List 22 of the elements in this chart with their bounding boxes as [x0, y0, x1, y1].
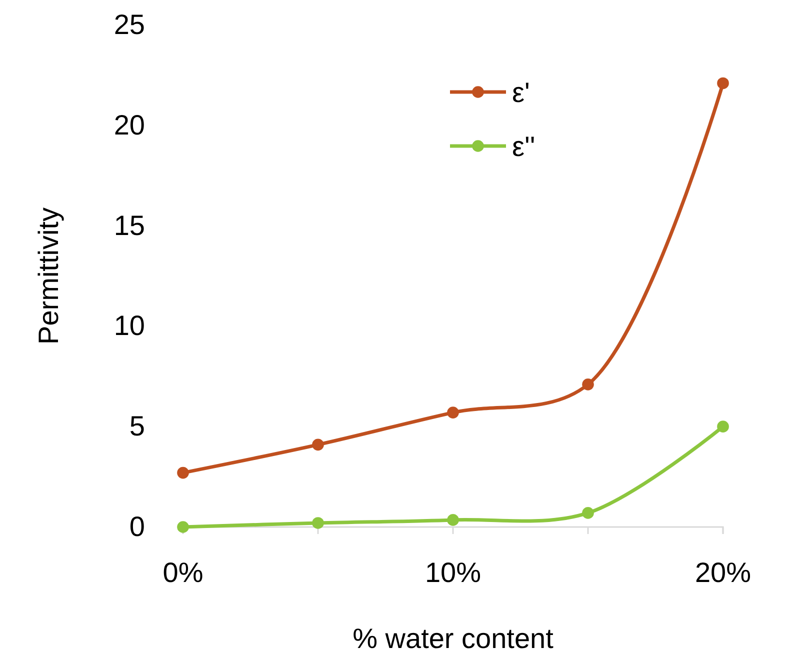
y-tick-label: 5: [129, 410, 145, 442]
y-tick-label: 25: [114, 8, 145, 40]
point: [312, 438, 324, 451]
x-tick-label: 10%: [424, 556, 482, 588]
point: [447, 514, 459, 526]
point: [447, 406, 459, 418]
point: [177, 466, 189, 479]
x-tick-label: 20%: [694, 556, 752, 588]
point: [582, 378, 594, 390]
y-tick-label: 0: [129, 510, 145, 542]
point: [717, 420, 729, 433]
y-tick-label: 20: [114, 109, 145, 140]
y-tick-label: 15: [114, 210, 145, 241]
y-axis-title: Permittivity: [33, 208, 64, 344]
point: [312, 517, 324, 529]
x-axis-title: % water content: [352, 623, 554, 654]
legend-label: ε'': [512, 131, 536, 162]
point: [582, 507, 594, 519]
x-tick-label: 0%: [162, 556, 204, 588]
y-tick-label: 10: [114, 310, 145, 342]
legend-label: ε': [512, 77, 530, 108]
point: [717, 77, 729, 90]
